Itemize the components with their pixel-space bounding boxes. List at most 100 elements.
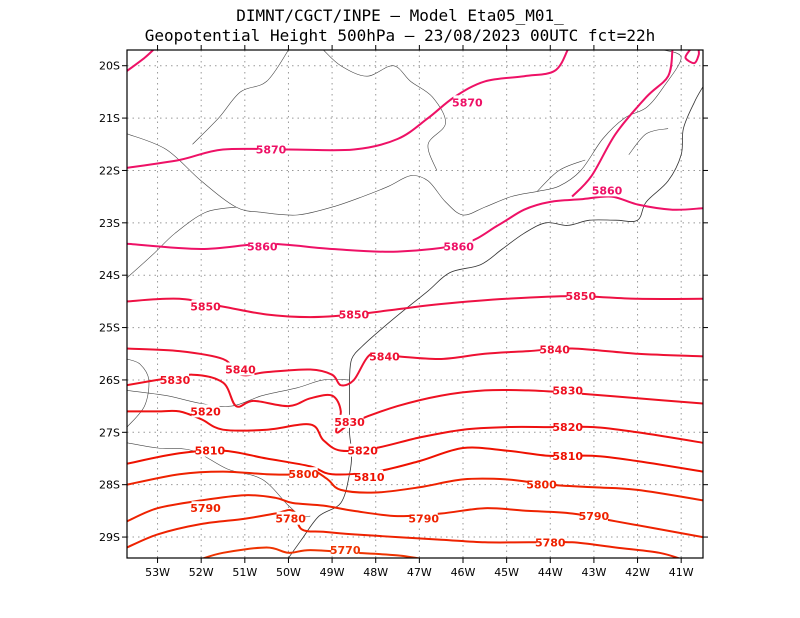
- lat-tick-label: 26S: [99, 374, 120, 387]
- contour-label-bg: [593, 183, 621, 197]
- contour-label-5820: 5820: [190, 405, 221, 418]
- contour-labels: 5870 5870 5860 5860 5860 5850 5850 5850 5840 5840…: [160, 95, 623, 557]
- lat-tick-label: 24S: [99, 269, 120, 282]
- lon-tick-label: 44W: [538, 566, 563, 579]
- contour-label-5820: 5820: [552, 421, 583, 434]
- contour-label-5830: 5830: [160, 374, 191, 387]
- contour-label-5790: 5790: [408, 513, 439, 526]
- contour-label-5790: 5790: [579, 510, 610, 523]
- contour-label-5790: 5790: [190, 502, 221, 515]
- lon-tick-label: 53W: [145, 566, 170, 579]
- contour-label-5870: 5870: [452, 96, 483, 109]
- contour-label-bg: [335, 414, 364, 428]
- contour-label-5850: 5850: [190, 301, 221, 314]
- contour-5870: [684, 50, 700, 65]
- map-frame: [126, 49, 704, 559]
- contour-label-bg: [191, 404, 220, 418]
- lat-tick-label: 20S: [99, 60, 120, 73]
- contour-label-bg: [226, 362, 255, 376]
- state-border: [127, 206, 237, 279]
- contour-label-bg: [579, 509, 608, 523]
- map-title-line2: Geopotential Height 500hPa – 23/08/2023 …: [144, 26, 656, 45]
- contour-label-5810: 5810: [354, 471, 385, 484]
- contour-label-5780: 5780: [535, 536, 566, 549]
- contour-5770: [201, 546, 423, 558]
- contour-label-5870: 5870: [256, 144, 287, 157]
- state-border: [323, 50, 446, 171]
- contour-label-bg: [536, 535, 565, 549]
- lat-tick-label: 25S: [99, 322, 120, 335]
- lat-tick-label: 22S: [99, 164, 120, 177]
- lon-tick-label: 51W: [232, 566, 257, 579]
- contour-5830: [127, 373, 703, 434]
- contour-5870: [127, 50, 154, 72]
- contour-label-bg: [331, 543, 360, 557]
- lon-tick-label: 47W: [407, 566, 432, 579]
- contour-label-5860: 5860: [247, 240, 278, 253]
- contour-label-bg: [339, 307, 368, 321]
- contour-label-bg: [566, 289, 595, 303]
- contour-label-5840: 5840: [539, 344, 570, 357]
- contour-label-5780: 5780: [275, 513, 306, 526]
- contour-label-5810: 5810: [552, 450, 583, 463]
- axis-ticks: 53W 52W 51W 50W 49W 48W 47W 46W 45W 44W 43W 42W 41W 2…: [99, 45, 708, 579]
- geography-lines: [127, 50, 703, 558]
- contour-label-bg: [553, 420, 582, 434]
- lat-tick-label: 29S: [99, 531, 120, 544]
- contour-label-5850: 5850: [339, 308, 370, 321]
- lon-tick-label: 50W: [276, 566, 301, 579]
- lon-tick-label: 48W: [363, 566, 388, 579]
- state-border: [127, 50, 682, 216]
- contour-label-bg: [453, 95, 482, 109]
- contour-label-bg: [195, 443, 224, 457]
- contour-label-5860: 5860: [443, 240, 474, 253]
- contour-label-5860: 5860: [592, 184, 623, 197]
- contour-label-5830: 5830: [552, 384, 583, 397]
- contour-5790: [127, 494, 703, 539]
- contour-5860: [571, 50, 674, 198]
- map-title-line1: DIMNT/CGCT/INPE – Model Eta05_M01_: [236, 6, 564, 25]
- lon-tick-label: 43W: [581, 566, 606, 579]
- gridlines: [127, 50, 703, 558]
- lon-tick-label: 49W: [320, 566, 345, 579]
- lon-tick-label: 52W: [189, 566, 214, 579]
- state-border: [127, 358, 150, 428]
- contour-label-bg: [540, 342, 569, 356]
- lat-tick-label: 23S: [99, 217, 120, 230]
- lat-tick-label: 27S: [99, 426, 120, 439]
- contour-label-5840: 5840: [225, 363, 256, 376]
- contour-label-5800: 5800: [288, 468, 319, 481]
- contour-label-5830: 5830: [334, 416, 365, 429]
- contour-label-bg: [553, 448, 582, 462]
- contour-label-5800: 5800: [526, 479, 557, 492]
- lon-tick-label: 45W: [494, 566, 519, 579]
- contour-5780: [127, 508, 682, 558]
- state-border: [127, 379, 350, 407]
- contour-label-bg: [553, 383, 582, 397]
- contour-label-bg: [444, 239, 473, 253]
- contour-label-5850: 5850: [566, 290, 597, 303]
- contour-5810: [127, 446, 703, 476]
- contour-label-bg: [289, 467, 318, 481]
- state-border: [628, 128, 669, 155]
- contour-label-5770: 5770: [330, 544, 361, 557]
- contour-label-bg: [257, 142, 285, 156]
- contour-label-5840: 5840: [369, 350, 400, 363]
- state-border: [536, 159, 586, 192]
- contour-label-bg: [370, 349, 399, 363]
- contour-label-5810: 5810: [195, 445, 226, 458]
- lon-tick-label: 41W: [669, 566, 694, 579]
- contour-5800: [127, 467, 703, 502]
- contour-label-bg: [191, 501, 220, 515]
- contour-label-bg: [191, 299, 220, 313]
- contour-label-bg: [276, 511, 305, 525]
- state-border: [192, 50, 289, 145]
- lat-tick-label: 21S: [99, 112, 120, 125]
- contour-label-bg: [355, 469, 384, 483]
- contour-label-5820: 5820: [347, 445, 378, 458]
- map-plot-area: [127, 50, 703, 558]
- lat-tick-label: 28S: [99, 479, 120, 492]
- contour-label-bg: [527, 477, 556, 491]
- contour-label-bg: [409, 511, 438, 525]
